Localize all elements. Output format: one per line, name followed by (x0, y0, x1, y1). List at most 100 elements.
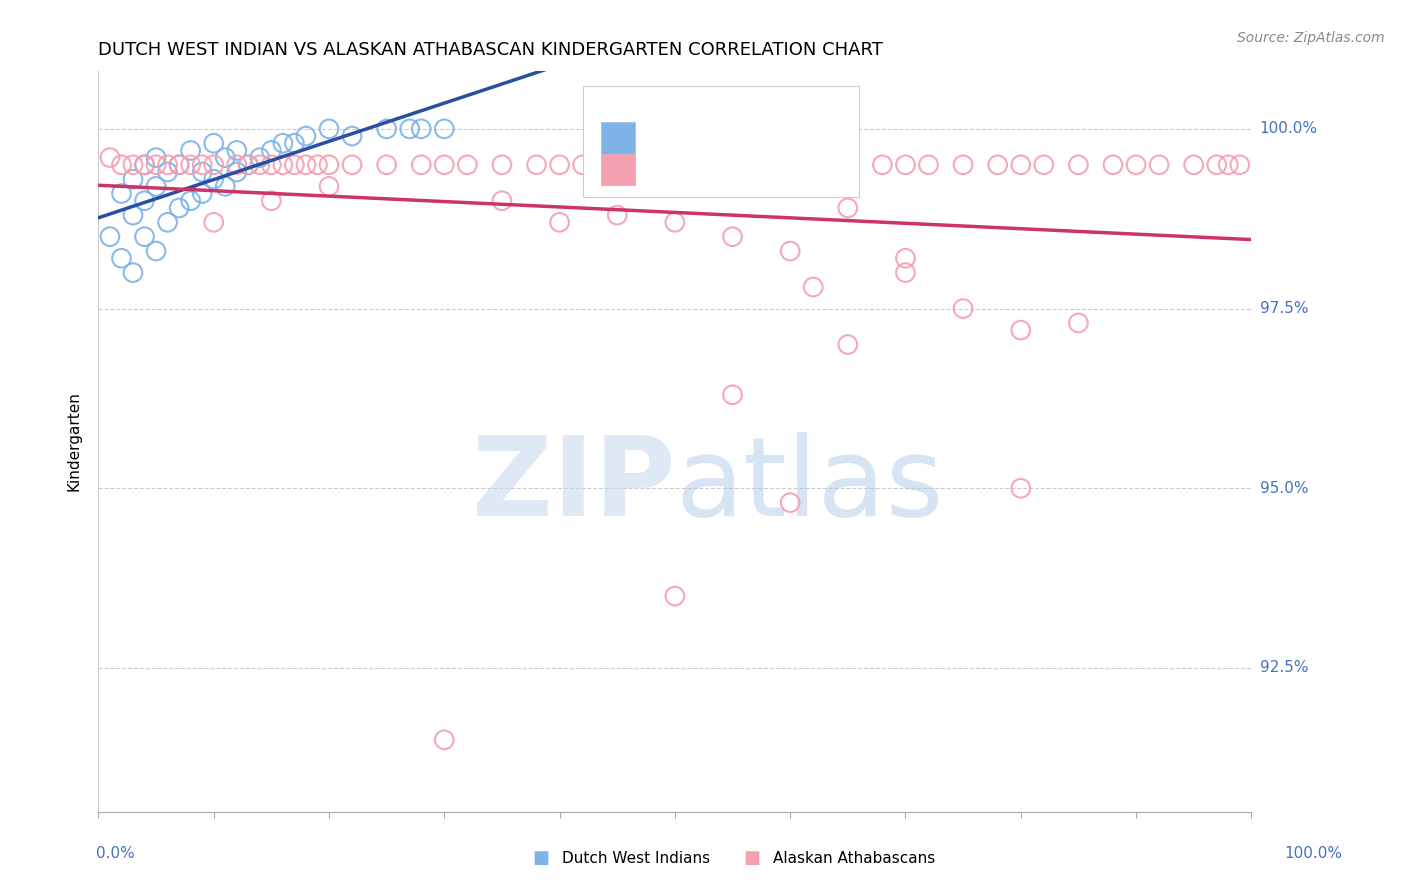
Point (606, 158, 628, 172)
Text: 97.5%: 97.5% (1260, 301, 1308, 316)
Point (801, 158, 824, 172)
Point (1125, 158, 1147, 172)
Point (411, 121, 433, 136)
Point (318, 179, 340, 194)
Point (952, 301, 974, 316)
Point (318, 158, 340, 172)
Point (167, 201, 190, 215)
Point (433, 121, 456, 136)
Point (1229, 158, 1251, 172)
Text: Alaskan Athabascans: Alaskan Athabascans (773, 851, 935, 865)
Y-axis label: Kindergarten: Kindergarten (66, 392, 82, 491)
Text: DUTCH WEST INDIAN VS ALASKAN ATHABASCAN KINDERGARTEN CORRELATION CHART: DUTCH WEST INDIAN VS ALASKAN ATHABASCAN … (98, 41, 883, 59)
Point (202, 172, 225, 186)
Point (260, 144, 283, 158)
Point (145, 179, 167, 194)
Point (167, 158, 190, 172)
Point (191, 158, 214, 172)
Point (156, 158, 179, 172)
Point (134, 158, 156, 172)
Point (295, 158, 318, 172)
Point (145, 151, 167, 165)
Point (191, 186, 214, 201)
Point (433, 732, 456, 747)
Point (1010, 481, 1032, 495)
Point (318, 121, 340, 136)
Text: N = 38: N = 38 (762, 129, 824, 147)
Point (271, 136, 294, 151)
Text: R = 0.550: R = 0.550 (647, 129, 737, 147)
Point (145, 158, 167, 172)
Point (491, 158, 513, 172)
FancyBboxPatch shape (602, 122, 634, 153)
Point (98, 151, 121, 165)
Point (548, 158, 571, 172)
Point (122, 172, 145, 186)
Text: Source: ZipAtlas.com: Source: ZipAtlas.com (1237, 31, 1385, 45)
Point (837, 158, 859, 172)
Point (917, 158, 939, 172)
Point (1067, 158, 1090, 172)
Point (134, 194, 156, 208)
FancyBboxPatch shape (602, 154, 634, 186)
Point (167, 158, 190, 172)
Point (721, 158, 744, 172)
Point (156, 215, 179, 229)
Point (664, 158, 686, 172)
Text: ■: ■ (744, 849, 761, 867)
Point (225, 165, 247, 179)
Point (1010, 158, 1032, 172)
Point (238, 158, 260, 172)
Text: 100.0%: 100.0% (1260, 121, 1317, 136)
Point (249, 158, 271, 172)
Point (156, 165, 179, 179)
Point (571, 158, 593, 172)
Point (398, 121, 420, 136)
Point (872, 158, 894, 172)
Point (260, 194, 283, 208)
Point (271, 158, 294, 172)
Text: atlas: atlas (675, 433, 943, 540)
Point (664, 589, 686, 603)
Point (110, 158, 132, 172)
Point (249, 151, 271, 165)
Point (411, 158, 433, 172)
Point (214, 151, 236, 165)
Text: 0.0%: 0.0% (96, 847, 135, 861)
Point (721, 388, 744, 402)
Point (491, 194, 513, 208)
Point (779, 158, 801, 172)
Point (1147, 158, 1170, 172)
Point (340, 129, 363, 144)
Point (375, 121, 398, 136)
Point (686, 158, 709, 172)
Point (180, 194, 202, 208)
Point (526, 158, 548, 172)
Point (134, 158, 156, 172)
Point (1102, 158, 1125, 172)
Text: N = 74: N = 74 (762, 161, 824, 178)
Point (721, 229, 744, 244)
Point (456, 158, 478, 172)
Point (837, 337, 859, 351)
Text: R = -0.173: R = -0.173 (647, 161, 742, 178)
Text: 95.0%: 95.0% (1260, 481, 1308, 496)
Point (214, 179, 236, 194)
Point (202, 136, 225, 151)
Point (894, 252, 917, 266)
Point (122, 158, 145, 172)
Point (122, 208, 145, 222)
Point (145, 244, 167, 258)
Point (1032, 158, 1054, 172)
Point (225, 144, 247, 158)
Point (134, 229, 156, 244)
Point (283, 158, 305, 172)
Point (987, 158, 1010, 172)
Point (894, 266, 917, 280)
Point (894, 158, 917, 172)
Point (180, 144, 202, 158)
Point (202, 158, 225, 172)
Point (307, 158, 329, 172)
Point (110, 186, 132, 201)
Point (837, 201, 859, 215)
